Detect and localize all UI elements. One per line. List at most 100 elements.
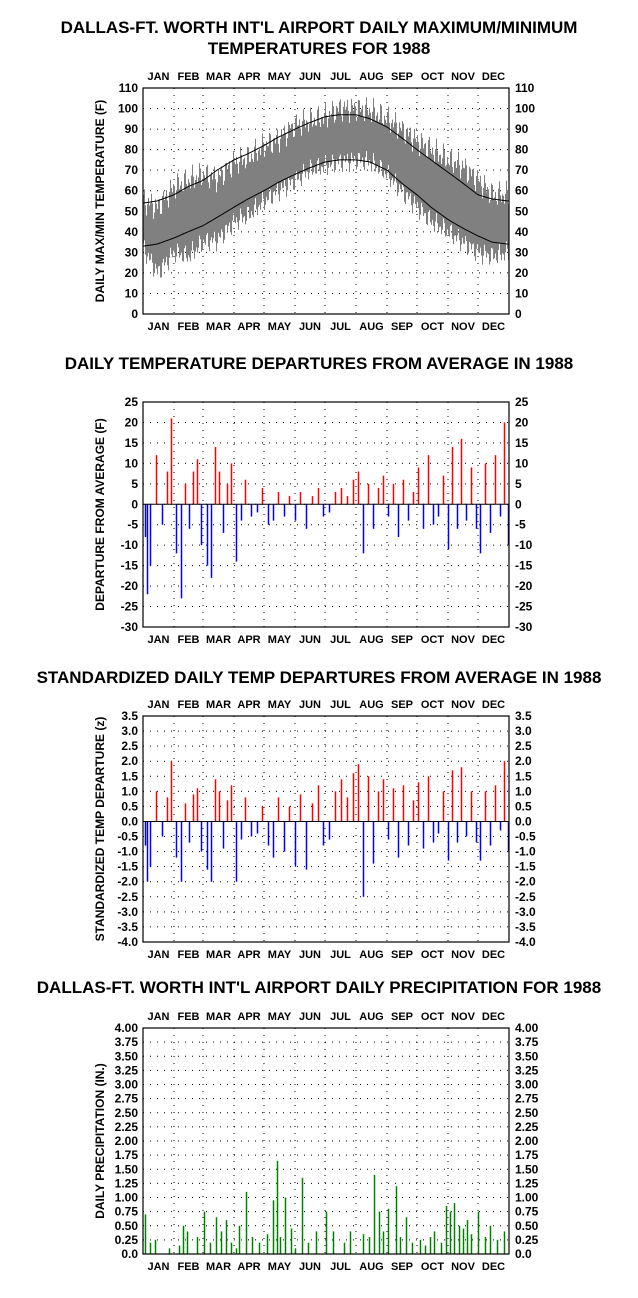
month-label-top: JUL <box>330 1011 351 1023</box>
y-tick-label-left: 90 <box>125 122 139 136</box>
month-label-bottom: OCT <box>421 949 445 961</box>
month-label-bottom: JAN <box>147 949 169 961</box>
month-label-top: JUN <box>299 1011 321 1023</box>
y-tick-label-right: 3.5 <box>515 709 532 723</box>
y-tick-label-right: 70 <box>515 163 529 177</box>
y-tick-label-left: -5 <box>127 518 138 532</box>
y-tick-label-right: -1.5 <box>515 860 536 874</box>
y-tick-label-left: 2.75 <box>115 1092 139 1106</box>
plot-frame <box>142 401 510 628</box>
month-label-bottom: OCT <box>421 321 445 333</box>
month-label-bottom: SEP <box>391 1261 413 1273</box>
y-tick-label-right: -2.0 <box>515 875 536 889</box>
y-axis-label: DAILY MAX/MIN TEMPERATURE (F) <box>93 100 107 302</box>
y-tick-label-right: 2.00 <box>515 1134 539 1148</box>
y-tick-label-left: 2.0 <box>121 754 138 768</box>
y-tick-label-right: -3.0 <box>515 905 536 919</box>
y-tick-label-right: -5 <box>515 518 526 532</box>
y-axis-label: STANDARDIZED TEMP DEPARTURE (z) <box>93 717 107 942</box>
y-tick-label-right: 3.75 <box>515 1035 539 1049</box>
month-label-bottom: OCT <box>421 634 445 646</box>
month-label-bottom: FEB <box>178 1261 200 1273</box>
month-label-bottom: SEP <box>391 949 413 961</box>
average-min-line <box>142 159 510 247</box>
y-tick-label-left: 10 <box>125 456 139 470</box>
month-label-top: AUG <box>359 71 383 83</box>
y-tick-label-right: 5 <box>515 477 522 491</box>
month-label-top: JUL <box>330 699 351 711</box>
y-tick-label-left: -3.0 <box>117 905 138 919</box>
y-tick-label-left: 110 <box>119 81 139 95</box>
y-tick-label-left: -3.5 <box>117 920 138 934</box>
month-label-top: FEB <box>178 71 200 83</box>
month-label-bottom: JAN <box>147 321 169 333</box>
bar-series <box>144 761 510 897</box>
y-tick-label-right: 0.25 <box>515 1233 539 1247</box>
month-label-bottom: SEP <box>391 321 413 333</box>
month-label-bottom: AUG <box>359 321 383 333</box>
y-tick-label-left: 3.0 <box>121 724 138 738</box>
month-label-top: SEP <box>391 1011 413 1023</box>
y-tick-label-left: -30 <box>121 620 139 634</box>
plot-frame <box>142 87 510 315</box>
y-tick-label-left: 15 <box>125 436 139 450</box>
month-label-bottom: APR <box>237 634 260 646</box>
y-tick-label-left: -4.0 <box>117 935 138 949</box>
y-tick-label-left: -2.5 <box>117 890 138 904</box>
month-label-top: MAY <box>268 699 292 711</box>
month-label-top: SEP <box>391 71 413 83</box>
y-tick-label-right: 3.25 <box>515 1063 539 1077</box>
month-label-top: MAY <box>268 1011 292 1023</box>
y-tick-label-right: 3.00 <box>515 1078 539 1092</box>
month-label-bottom: DEC <box>482 634 505 646</box>
y-tick-label-left: 25 <box>125 395 139 409</box>
month-label-bottom: JUL <box>330 321 351 333</box>
chart2-title: DAILY TEMPERATURE DEPARTURES FROM AVERAG… <box>64 354 574 373</box>
y-tick-label-right: 60 <box>515 184 529 198</box>
month-label-bottom: MAY <box>268 634 292 646</box>
y-tick-label-left: 50 <box>125 204 139 218</box>
month-label-top: APR <box>237 699 260 711</box>
month-label-bottom: APR <box>237 1261 260 1273</box>
y-tick-label-left: -15 <box>121 559 139 573</box>
y-tick-label-left: -0.5 <box>117 830 138 844</box>
month-label-bottom: FEB <box>178 321 200 333</box>
y-tick-label-left: 1.25 <box>115 1176 139 1190</box>
y-tick-label-right: -1.0 <box>515 845 536 859</box>
month-label-top: JUN <box>299 699 321 711</box>
month-label-top: MAR <box>206 71 231 83</box>
month-label-bottom: JUN <box>299 321 321 333</box>
y-tick-label-right: 100 <box>515 102 535 116</box>
y-tick-label-left: -1.0 <box>117 845 138 859</box>
month-label-bottom: MAR <box>206 949 231 961</box>
month-label-bottom: FEB <box>178 634 200 646</box>
y-tick-label-left: 100 <box>118 102 138 116</box>
month-label-top: JUN <box>299 71 321 83</box>
y-tick-label-left: 2.5 <box>121 739 138 753</box>
y-tick-label-right: 10 <box>515 456 529 470</box>
month-label-bottom: JUL <box>330 949 351 961</box>
month-label-top: MAR <box>206 699 231 711</box>
month-label-top: FEB <box>178 699 200 711</box>
month-label-top: SEP <box>391 699 413 711</box>
y-tick-label-left: -25 <box>121 600 139 614</box>
plot-frame <box>142 1027 510 1255</box>
y-tick-label-right: 80 <box>515 143 529 157</box>
month-label-bottom: MAY <box>268 1261 292 1273</box>
month-label-bottom: NOV <box>451 321 476 333</box>
temperature-maxmin-chart: 0 0 10 10 20 20 30 30 40 40 50 50 60 60 70 70 80 80 90 90 10… <box>93 71 535 333</box>
month-label-bottom: MAY <box>268 321 292 333</box>
month-label-top: JAN <box>147 71 169 83</box>
month-label-bottom: MAR <box>206 321 231 333</box>
y-tick-label-right: -2.5 <box>515 890 536 904</box>
month-label-top: JAN <box>147 1011 169 1023</box>
y-tick-label-left: 1.75 <box>115 1148 139 1162</box>
month-label-top: OCT <box>421 1011 445 1023</box>
month-label-bottom: JUN <box>299 949 321 961</box>
y-tick-label-left: 2.00 <box>115 1134 139 1148</box>
y-tick-label-left: 2.50 <box>115 1106 139 1120</box>
y-tick-label-right: 15 <box>515 436 529 450</box>
y-tick-label-right: -3.5 <box>515 920 536 934</box>
y-tick-label-right: 0.0 <box>515 814 532 828</box>
y-tick-label-right: 50 <box>515 204 529 218</box>
